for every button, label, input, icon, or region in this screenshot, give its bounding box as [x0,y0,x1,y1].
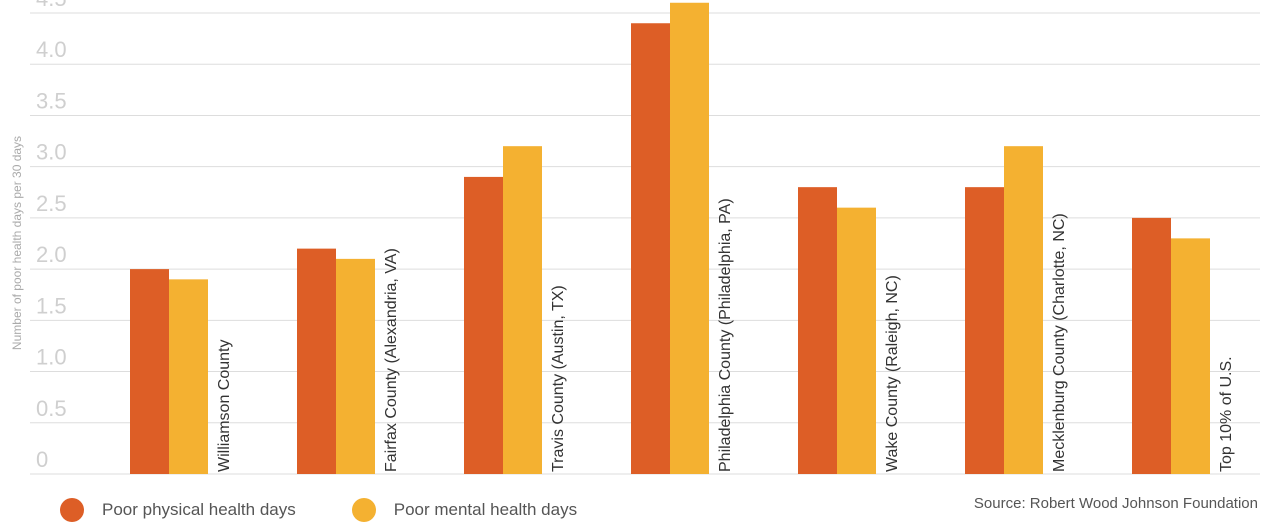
category-label: Mecklenburg County (Charlotte, NC) [1051,213,1068,472]
y-tick-label: 1.5 [36,293,67,318]
legend-item-mental: Poor mental health days [351,498,578,522]
legend-label-physical: Poor physical health days [102,500,296,519]
category-label: Wake County (Raleigh, NC) [884,275,901,472]
category-label: Williamson County [216,340,233,472]
bar-physical [297,248,336,474]
bar-mental [503,146,542,474]
bar-physical [464,176,503,474]
source-note: Source: Robert Wood Johnson Foundation [973,495,1258,512]
category-labels: Williamson County Fairfax County (Alexand… [216,198,1235,472]
legend-swatch-mental [351,498,376,522]
bar-mental [1171,238,1210,474]
bar-mental [837,207,876,474]
category-label: Fairfax County (Alexandria, VA) [383,248,400,472]
legend: Poor physical health days Poor mental he… [60,498,633,522]
y-tick-label: 3.5 [36,88,67,113]
category-label: Philadelphia County (Philadelphia, PA) [717,198,734,472]
y-tick-label: 4.5 [36,0,67,11]
bar-physical [965,187,1004,474]
bar-mental [169,279,208,474]
y-axis-label: Number of poor health days per 30 days [10,136,24,350]
y-tick-label: 0.5 [36,396,67,421]
category-label: Top 10% of U.S. [1218,356,1235,472]
category-label: Travis County (Austin, TX) [550,285,567,472]
y-tick-label: 2.5 [36,191,67,216]
bar-mental [1004,146,1043,474]
bar-physical [130,269,169,474]
bar-mental [670,2,709,475]
legend-item-physical: Poor physical health days [60,498,296,522]
legend-swatch-physical [60,498,84,522]
y-tick-label: 3.0 [36,140,67,165]
y-tick-label: 0 [36,447,48,472]
bar-physical [798,187,837,474]
bar-chart: 0 0.5 1.0 1.5 2.0 2.5 3.0 3.5 4.0 4.5 Number of p… [10,0,1260,475]
bars [130,2,1210,475]
y-tick-label: 2.0 [36,242,67,267]
bar-mental [336,258,375,474]
legend-label-mental: Poor mental health days [393,500,578,519]
y-tick-labels: 0 0.5 1.0 1.5 2.0 2.5 3.0 3.5 4.0 4.5 [36,0,67,472]
y-tick-label: 1.0 [36,345,67,370]
bar-physical [631,23,670,474]
bar-physical [1132,217,1171,474]
y-tick-label: 4.0 [36,37,67,62]
